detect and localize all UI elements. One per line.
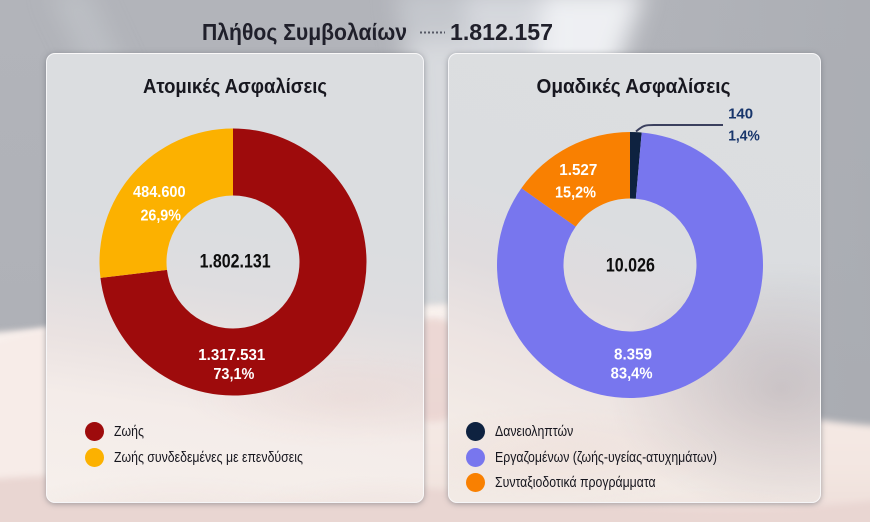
svg-text:1.802.131: 1.802.131: [200, 252, 271, 273]
svg-text:1.527: 1.527: [559, 162, 597, 179]
svg-text:484.600: 484.600: [133, 184, 186, 201]
svg-text:26,9%: 26,9%: [140, 208, 181, 225]
svg-text:10.026: 10.026: [606, 256, 655, 277]
svg-text:15,2%: 15,2%: [555, 185, 596, 202]
svg-text:1.812.157: 1.812.157: [450, 19, 553, 45]
svg-text:140: 140: [728, 106, 753, 123]
svg-text:83,4%: 83,4%: [611, 366, 653, 383]
svg-text:Ατομικές Ασφαλίσεις: Ατομικές Ασφαλίσεις: [143, 76, 327, 98]
svg-text:1,4%: 1,4%: [728, 128, 760, 145]
svg-text:Ομαδικές Ασφαλίσεις: Ομαδικές Ασφαλίσεις: [537, 76, 731, 98]
svg-text:1.317.531: 1.317.531: [198, 347, 265, 364]
svg-text:73,1%: 73,1%: [213, 366, 254, 383]
svg-text:Πλήθος Συμβολαίων: Πλήθος Συμβολαίων: [202, 19, 407, 45]
svg-text:8.359: 8.359: [614, 347, 652, 364]
